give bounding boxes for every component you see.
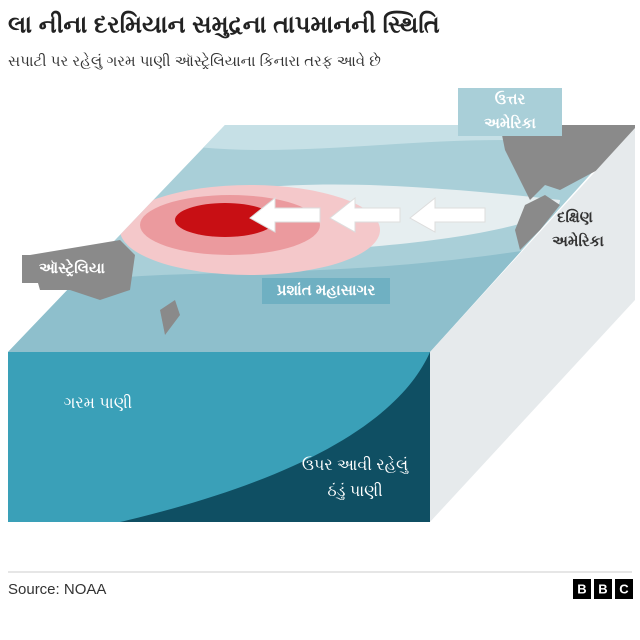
land-new-zealand	[160, 300, 180, 335]
land-north-america	[500, 125, 635, 200]
label-north-america: અમેરિકા	[484, 113, 536, 132]
label-australia: ઑસ્ટ્રેલિયા	[39, 258, 105, 277]
subtitle: સપાટી પર રહેલું ગરમ પાણી ઑસ્ટ્રેલિયાના ક…	[8, 52, 381, 70]
source: Source: NOAA	[8, 581, 106, 598]
logo-block	[594, 579, 612, 599]
side-face	[430, 128, 635, 522]
title: લા નીના દરમિયાન સમુદ્રના તાપમાનની સ્થિતિ	[8, 11, 440, 38]
current-arrows	[249, 196, 486, 233]
label-box	[458, 88, 562, 136]
logo-block	[573, 579, 591, 599]
logo-letter: B	[577, 581, 586, 596]
cold-water-region	[120, 352, 430, 522]
label-south-america: દક્ષિણ	[557, 208, 593, 226]
label-cold-water: ઠંડું પાણી	[327, 482, 382, 500]
label-ocean: પ્રશાંત મહાસાગર	[277, 282, 376, 299]
logo-block	[615, 579, 633, 599]
label-warm-water: ગરમ પાણી	[64, 394, 133, 412]
land-south-america	[515, 195, 560, 250]
label-box	[22, 255, 122, 283]
label-cold-water: ઉપર આવી રહેલું	[302, 455, 409, 474]
label-south-america: અમેરિકા	[552, 231, 604, 250]
logo-letter: C	[619, 581, 629, 596]
label-north-america: ઉત્તર	[495, 90, 526, 108]
label-box	[262, 278, 390, 304]
logo-letter: B	[598, 581, 607, 596]
